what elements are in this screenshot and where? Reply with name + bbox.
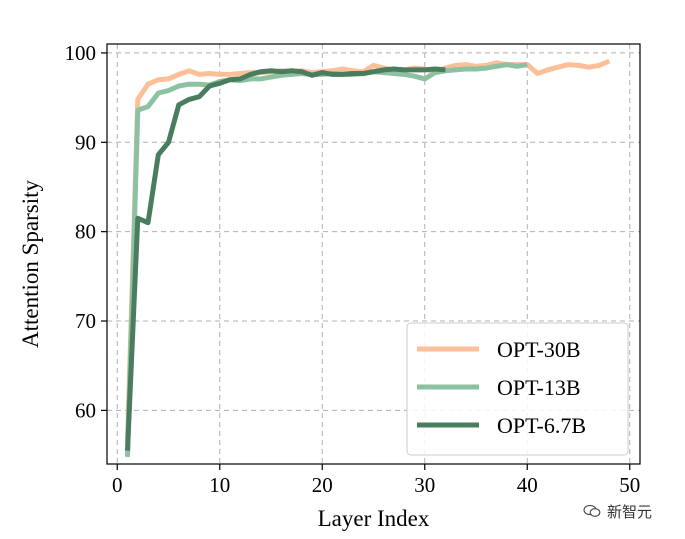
legend: OPT-30B OPT-13B OPT-6.7B xyxy=(406,322,629,456)
y-tick-label: 70 xyxy=(75,309,96,333)
x-tick-label: 40 xyxy=(517,473,538,497)
wechat-icon xyxy=(583,504,601,517)
x-tick-label: 30 xyxy=(414,473,435,497)
x-tick-label: 0 xyxy=(112,473,123,497)
watermark: 新智元 xyxy=(583,500,678,522)
series-lines xyxy=(125,58,611,457)
y-tick-label: 60 xyxy=(75,398,96,422)
y-tick-label: 90 xyxy=(75,130,96,154)
legend-box xyxy=(406,322,629,456)
series-line-opt-30b xyxy=(125,58,611,442)
series-line-opt-6-7b xyxy=(125,66,446,451)
axis-ticks: 0 10 20 30 40 50 60 70 80 90 100 xyxy=(65,41,641,497)
y-tick-label: 100 xyxy=(65,41,97,65)
x-tick-label: 20 xyxy=(312,473,333,497)
watermark-text: 新智元 xyxy=(607,502,653,521)
plot-frame xyxy=(106,43,641,465)
legend-label: OPT-30B xyxy=(497,337,581,362)
legend-label: OPT-6.7B xyxy=(497,413,586,438)
y-tick-label: 80 xyxy=(75,220,96,244)
x-tick-label: 50 xyxy=(619,473,640,497)
legend-label: OPT-13B xyxy=(497,375,581,400)
y-axis-label: Attention Sparsity xyxy=(18,179,43,348)
x-tick-label: 10 xyxy=(209,473,230,497)
x-axis-label: Layer Index xyxy=(318,506,430,531)
